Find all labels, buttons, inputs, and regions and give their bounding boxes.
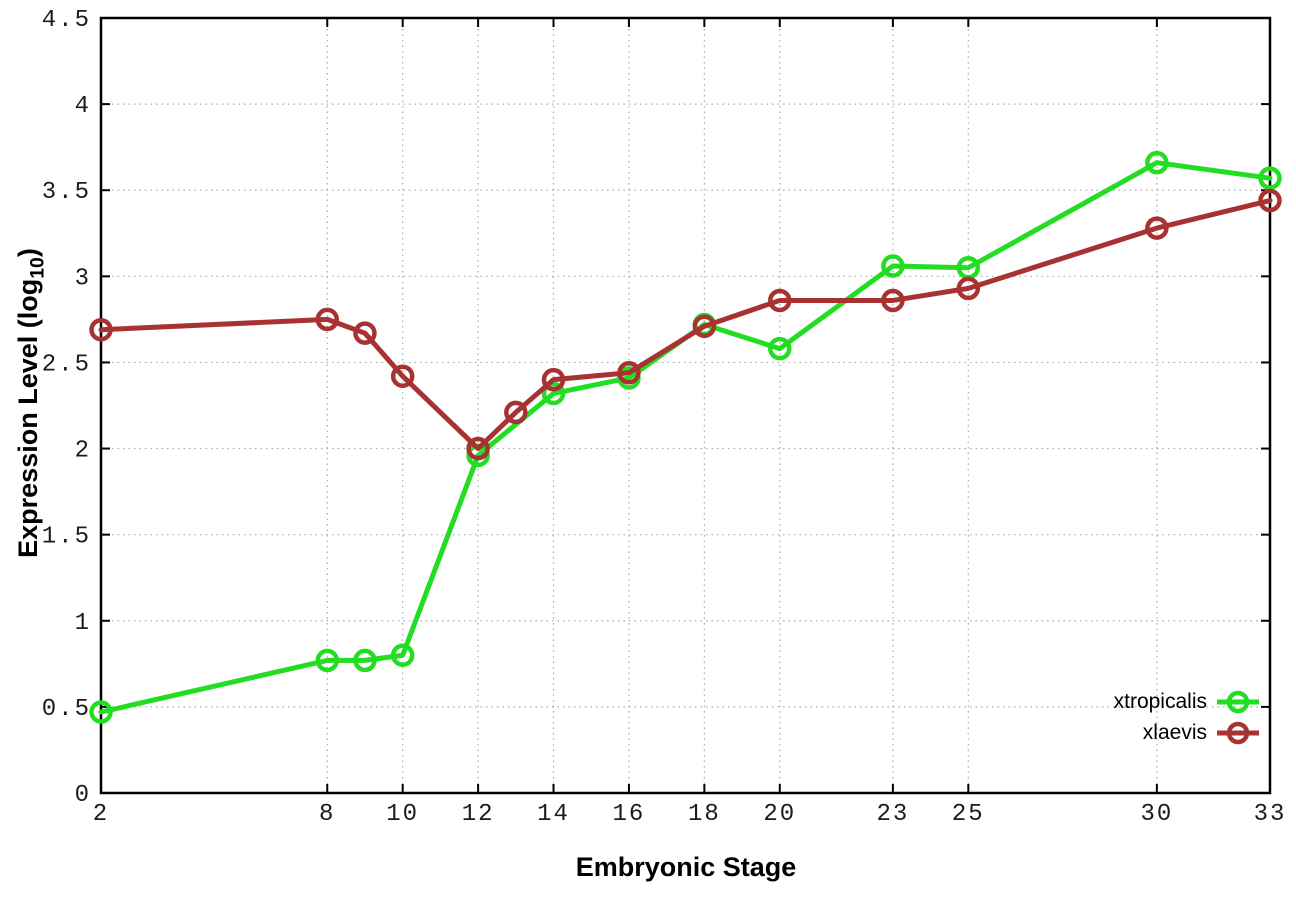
xlaevis-point xyxy=(541,367,566,392)
xtropicalis-point xyxy=(89,700,113,724)
legend-label: xtropicalis xyxy=(1113,690,1207,713)
xtropicalis-point xyxy=(768,336,792,361)
xlaevis-point xyxy=(1258,188,1282,213)
xtropicalis-point xyxy=(1145,150,1169,175)
legend-item-xtropicalis: xtropicalis xyxy=(1114,686,1260,717)
y-tick-label: 3.5 xyxy=(42,179,91,206)
y-tick-label: 2 xyxy=(75,438,91,465)
legend: xtropicalis xlaevis xyxy=(0,686,1260,748)
xlaevis-line xyxy=(98,198,1273,452)
xtropicalis-point xyxy=(353,648,377,673)
legend-label: xlaevis xyxy=(1142,721,1207,744)
x-tick-label: 23 xyxy=(876,801,909,828)
xtropicalis-point xyxy=(315,648,340,673)
xlaevis-point xyxy=(466,436,490,461)
x-tick-label: 2 xyxy=(93,801,109,828)
y-tick-label: 1.5 xyxy=(42,524,91,551)
y-tick-label: 3 xyxy=(75,265,91,292)
xlaevis-point xyxy=(353,321,377,345)
x-tick-label: 12 xyxy=(462,801,495,828)
xtropicalis-marker-icon xyxy=(1217,690,1259,713)
xtropicalis-point xyxy=(1258,166,1282,190)
xlaevis-point xyxy=(315,307,340,332)
xlaevis-point xyxy=(504,400,528,425)
x-tick-label: 30 xyxy=(1140,801,1173,828)
xtropicalis-point xyxy=(390,643,415,667)
y-axis-title-close: ) xyxy=(13,248,43,258)
xlaevis-point xyxy=(89,317,113,342)
x-tick-label: 8 xyxy=(319,801,335,828)
xlaevis-point xyxy=(881,288,905,313)
x-tick-label: 16 xyxy=(613,801,646,828)
y-tick-label: 4 xyxy=(75,93,91,120)
xlaevis-point xyxy=(617,361,641,385)
xtropicalis-point xyxy=(881,254,905,278)
xlaevis-point xyxy=(692,314,717,339)
xlaevis-point xyxy=(768,288,792,313)
x-tick-label: 10 xyxy=(386,801,419,828)
y-axis-title-text: Expression Level (log xyxy=(13,278,43,558)
y-tick-label: 2.5 xyxy=(42,351,91,378)
xlaevis-point xyxy=(390,364,415,388)
y-axis-title-subscript: 10 xyxy=(26,257,49,279)
y-tick-label: 0.5 xyxy=(42,696,91,723)
xtropicalis-point xyxy=(541,381,566,406)
x-tick-label: 25 xyxy=(952,801,985,828)
y-axis-title: Expression Level (log10) xyxy=(10,103,49,703)
legend-item-xlaevis: xlaevis xyxy=(1143,717,1260,748)
xlaevis-point xyxy=(1145,216,1169,240)
y-tick-label: 0 xyxy=(75,782,91,809)
xlaevis-marker-icon xyxy=(1217,721,1259,744)
x-tick-label: 14 xyxy=(537,801,570,828)
y-tick-label: 4.5 xyxy=(42,7,91,34)
x-tick-label: 18 xyxy=(688,801,721,828)
xtropicalis-line xyxy=(98,160,1273,715)
x-tick-label: 33 xyxy=(1254,801,1287,828)
xlaevis-point xyxy=(956,276,981,301)
x-axis-title: Embryonic Stage xyxy=(575,852,797,882)
plot-border xyxy=(99,16,1272,795)
x-tick-label: 20 xyxy=(763,801,796,828)
y-tick-label: 1 xyxy=(75,610,91,637)
